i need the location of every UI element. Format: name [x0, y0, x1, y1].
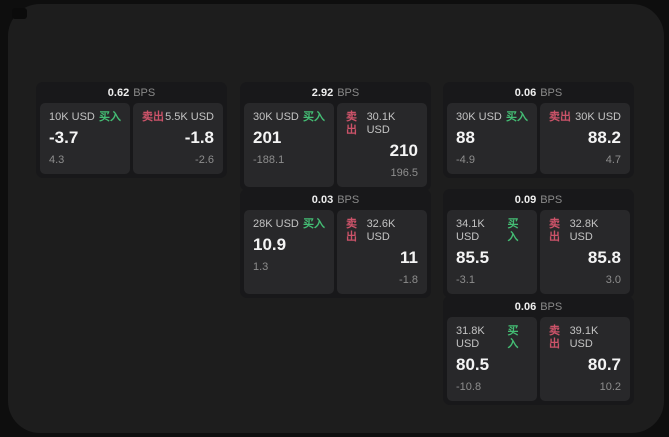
corner-badge: [12, 8, 27, 19]
sell-volume: 39.1K USD: [569, 325, 599, 350]
quote-card: 2.92 BPS 30K USD 买入 201 -188.1 卖出 30.1K …: [240, 82, 431, 191]
sell-volume: 30.1K USD: [366, 111, 396, 136]
sell-quote-cell[interactable]: 卖出 39.1K USD 80.7 10.2: [540, 317, 630, 401]
quote-card: 0.09 BPS 34.1K USD 买入 85.5 -3.1 卖出 32.8K…: [443, 189, 634, 298]
buy-quote-cell[interactable]: 30K USD 买入 201 -188.1: [244, 103, 334, 187]
sell-quote-cell[interactable]: 卖出 30.1K USD 210 196.5: [337, 103, 427, 187]
sell-delta: 196.5: [390, 167, 418, 179]
buy-quote-cell[interactable]: 34.1K USD 买入 85.5 -3.1: [447, 210, 537, 294]
buy-side-label: 买入: [303, 111, 325, 123]
sell-delta: -1.8: [399, 274, 418, 286]
buy-delta: -4.9: [456, 154, 475, 166]
spread-header: 0.09 BPS: [447, 189, 630, 210]
spread-value: 0.06: [514, 86, 537, 99]
buy-side-label: 买入: [303, 218, 325, 230]
sell-delta: 10.2: [599, 381, 621, 393]
spread-header: 0.03 BPS: [244, 189, 427, 210]
sell-quote-cell[interactable]: 卖出 30K USD 88.2 4.7: [540, 103, 630, 174]
buy-side-label: 买入: [507, 218, 519, 243]
spread-unit-label: BPS: [133, 86, 156, 99]
spread-unit-label: BPS: [540, 300, 563, 313]
spread-value: 0.06: [514, 300, 537, 313]
spread-header: 0.06 BPS: [447, 82, 630, 103]
sell-side-label: 卖出: [346, 111, 357, 136]
sell-quote-cell[interactable]: 卖出 5.5K USD -1.8 -2.6: [133, 103, 223, 174]
sell-side-label: 卖出: [549, 325, 560, 350]
buy-quote-cell[interactable]: 10K USD 买入 -3.7 4.3: [40, 103, 130, 174]
buy-side-label: 买入: [507, 325, 519, 350]
buy-price: -3.7: [49, 128, 79, 147]
buy-delta: -3.1: [456, 274, 475, 286]
sell-side-label: 卖出: [142, 111, 164, 123]
buy-price: 85.5: [456, 248, 490, 267]
spread-unit-label: BPS: [337, 86, 360, 99]
sell-price: 88.2: [587, 128, 621, 147]
spread-header: 0.62 BPS: [40, 82, 223, 103]
buy-price: 201: [253, 128, 282, 147]
spread-value: 0.03: [311, 193, 334, 206]
buy-quote-cell[interactable]: 30K USD 买入 88 -4.9: [447, 103, 537, 174]
sell-price: 11: [400, 248, 418, 267]
buy-volume: 10K USD: [49, 111, 95, 123]
sell-side-label: 卖出: [549, 218, 560, 243]
buy-side-label: 买入: [506, 111, 528, 123]
spread-value: 0.09: [514, 193, 537, 206]
quote-card: 0.62 BPS 10K USD 买入 -3.7 4.3 卖出 5.5K USD…: [36, 82, 227, 178]
sell-volume: 32.8K USD: [569, 218, 599, 243]
buy-quote-cell[interactable]: 31.8K USD 买入 80.5 -10.8: [447, 317, 537, 401]
buy-volume: 30K USD: [456, 111, 502, 123]
spread-value: 2.92: [311, 86, 334, 99]
sell-quote-cell[interactable]: 卖出 32.6K USD 11 -1.8: [337, 210, 427, 294]
buy-volume: 31.8K USD: [456, 325, 485, 350]
quote-card: 0.06 BPS 31.8K USD 买入 80.5 -10.8 卖出 39.1…: [443, 296, 634, 405]
sell-delta: 3.0: [605, 274, 621, 286]
sell-volume: 32.6K USD: [366, 218, 396, 243]
sell-delta: -2.6: [195, 154, 214, 166]
sell-price: 210: [389, 141, 418, 160]
buy-quote-cell[interactable]: 28K USD 买入 10.9 1.3: [244, 210, 334, 294]
sell-price: 85.8: [587, 248, 621, 267]
sell-price: 80.7: [587, 355, 621, 374]
buy-price: 80.5: [456, 355, 490, 374]
sell-side-label: 卖出: [549, 111, 571, 123]
buy-volume: 30K USD: [253, 111, 299, 123]
buy-delta: 4.3: [49, 154, 65, 166]
buy-volume: 28K USD: [253, 218, 299, 230]
sell-delta: 4.7: [605, 154, 621, 166]
buy-price: 88: [456, 128, 475, 147]
buy-delta: -188.1: [253, 154, 285, 166]
sell-volume: 30K USD: [575, 111, 621, 123]
sell-volume: 5.5K USD: [165, 111, 214, 123]
buy-volume: 34.1K USD: [456, 218, 485, 243]
spread-header: 2.92 BPS: [244, 82, 427, 103]
quote-card: 0.06 BPS 30K USD 买入 88 -4.9 卖出 30K USD 8…: [443, 82, 634, 178]
spread-unit-label: BPS: [540, 86, 563, 99]
sell-quote-cell[interactable]: 卖出 32.8K USD 85.8 3.0: [540, 210, 630, 294]
buy-price: 10.9: [253, 235, 287, 254]
spread-header: 0.06 BPS: [447, 296, 630, 317]
spread-unit-label: BPS: [540, 193, 563, 206]
sell-price: -1.8: [184, 128, 214, 147]
spread-unit-label: BPS: [337, 193, 360, 206]
buy-delta: 1.3: [253, 261, 269, 273]
spread-value: 0.62: [107, 86, 130, 99]
quote-card: 0.03 BPS 28K USD 买入 10.9 1.3 卖出 32.6K US…: [240, 189, 431, 298]
sell-side-label: 卖出: [346, 218, 357, 243]
buy-side-label: 买入: [99, 111, 121, 123]
buy-delta: -10.8: [456, 381, 482, 393]
